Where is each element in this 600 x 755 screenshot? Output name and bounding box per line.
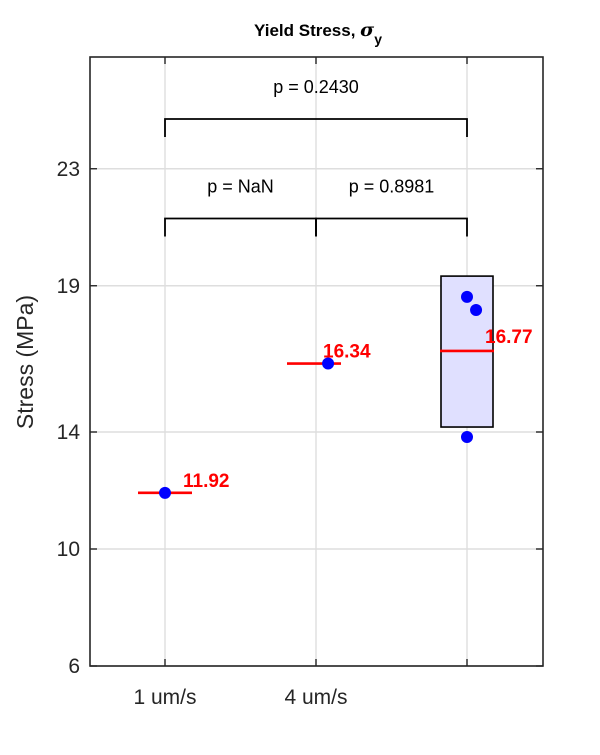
chart-title: Yield Stress, σy: [254, 19, 382, 47]
y-tick-label: 10: [57, 538, 80, 561]
comparison-bracket: p = 0.8981: [315, 176, 468, 237]
p-value-label: p = 0.8981: [349, 176, 435, 196]
data-point: [461, 430, 473, 443]
median-value-label: 16.77: [485, 327, 533, 348]
chart-title-text: Yield Stress,: [254, 21, 360, 40]
y-tick-label: 6: [68, 655, 80, 678]
p-value-label: p = NaN: [207, 176, 274, 196]
plot-area: 11.92 16.34 16.77 p = NaN p = 0.8981 p = 0.24…: [57, 56, 544, 709]
bracket-line: [315, 217, 468, 237]
data-point: [470, 304, 483, 317]
data-point: [322, 357, 335, 370]
chart-title-subscript: y: [374, 31, 382, 47]
median-value-label: 16.34: [323, 342, 371, 363]
data-point: [159, 486, 171, 499]
x-tick-label: 4 um/s: [284, 686, 347, 709]
p-value-label: p = 0.2430: [273, 77, 359, 97]
x-tick-label: 1 um/s: [133, 686, 196, 709]
chart-title-symbol: σ: [360, 19, 375, 41]
comparison-bracket: p = 0.2430: [164, 77, 468, 138]
y-tick-label: 19: [57, 275, 80, 298]
y-tick-label: 14: [57, 421, 81, 444]
median-value-label: 11.92: [183, 471, 230, 492]
bracket-line: [164, 118, 468, 138]
y-axis-label: Stress (MPa): [12, 295, 38, 429]
y-tick-label: 23: [57, 158, 80, 181]
data-point: [461, 290, 473, 303]
